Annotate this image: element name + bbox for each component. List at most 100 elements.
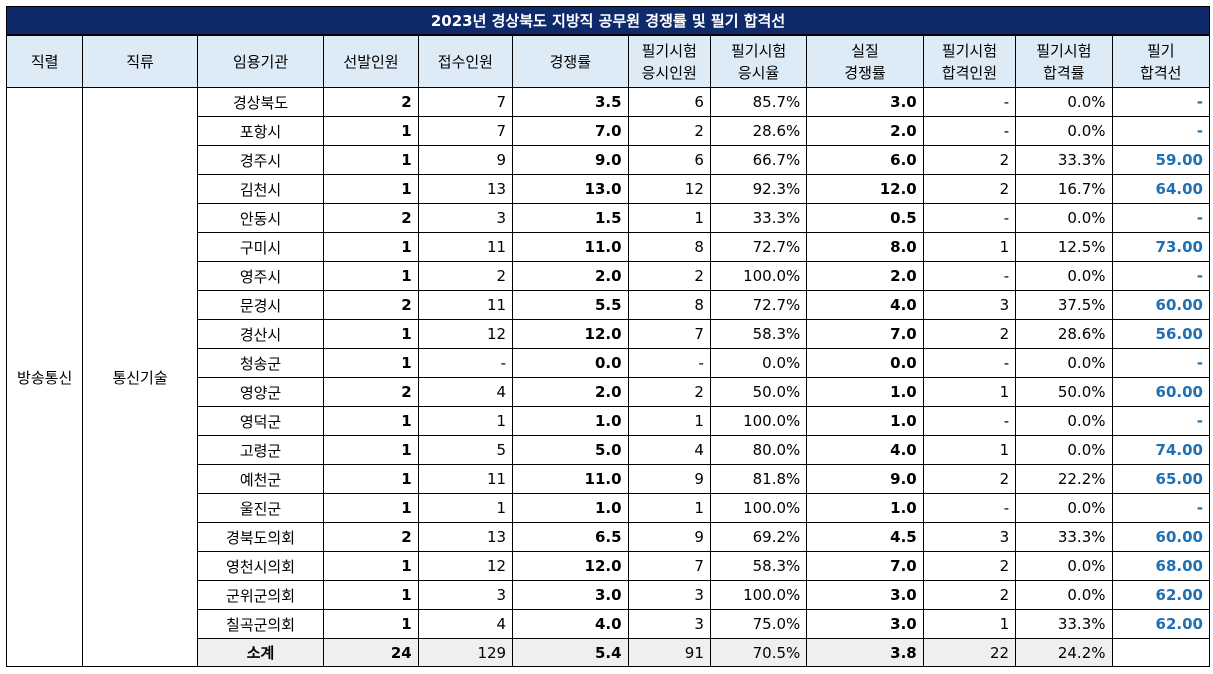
pass-rate-cell: 0.0% [1015, 406, 1113, 436]
applied-cell: 7 [417, 87, 514, 117]
exam-rate-cell: 100.0% [709, 580, 808, 610]
examinees-cell: - [627, 348, 711, 378]
real-ratio-cell: 9.0 [806, 464, 924, 494]
passed-cell: 2 [922, 464, 1017, 494]
pass-rate-cell: 0.0% [1015, 203, 1113, 233]
table-row: 방송통신 통신기술 경상북도 2 7 3.5 6 85.7% 3.0-0.0% - [5, 87, 1210, 667]
examinees-cell: 1 [627, 203, 711, 233]
agency-cell: 경산시 [196, 319, 325, 349]
cutoff-cell: 60.00 [1111, 290, 1210, 320]
examinees-cell: 2 [627, 116, 711, 146]
selected-cell: 1 [323, 174, 419, 204]
selected-cell: 2 [323, 203, 419, 233]
column-header-line: 필기시험 [641, 41, 697, 60]
selected-cell: 1 [323, 551, 419, 581]
passed-cell: - [922, 348, 1017, 378]
cutoff-cell: 62.00 [1111, 609, 1210, 639]
cutoff-cell: 62.00 [1111, 580, 1210, 610]
exam-rate-cell: 69.2% [709, 522, 808, 552]
table-row: 청송군 1-0.0-0.0% 0.0-0.0% - [7, 348, 1210, 378]
cutoff-cell: 60.00 [1111, 377, 1210, 407]
subtotal-pass-rate-cell: 24.2% [1015, 638, 1113, 667]
agency-cell: 김천시 [196, 174, 325, 204]
cutoff-cell: 64.00 [1111, 174, 1210, 204]
exam-rate-cell: 100.0% [709, 493, 808, 523]
real-ratio-cell: 0.0 [806, 348, 924, 378]
column-header-line: 합격선 [1140, 63, 1182, 82]
column-header-line: 필기 [1146, 41, 1175, 60]
applied-cell: 12 [417, 551, 514, 581]
table-body: 방송통신 통신기술 경상북도 2 7 3.5 6 85.7% 3.0-0.0% - 포항시 1 7 7.0… [5, 87, 1210, 667]
results-table: 직렬 직류 임용기관 선발인원 접수인원 경쟁률 필기시험 응시인원 필기시험 응시율 실질 경쟁률 필… [5, 35, 1210, 667]
pass-rate-cell: 33.3% [1015, 145, 1113, 175]
pass-rate-cell: 12.5% [1015, 232, 1113, 262]
column-header: 임용기관 [196, 35, 325, 88]
examinees-cell: 4 [627, 435, 711, 465]
column-header: 직렬 [5, 35, 84, 88]
column-header-line: 응시인원 [641, 63, 697, 82]
passed-cell: 2 [922, 174, 1017, 204]
pass-rate-cell: 0.0% [1015, 580, 1113, 610]
selected-cell: 1 [323, 406, 419, 436]
ratio-cell: 12.0 [512, 551, 629, 581]
table-row: 구미시 1 11 11.0 8 72.7% 8.0 1 12.5% 73.00 [7, 232, 1210, 262]
table-row: 경산시 1 12 12.0 7 58.3% 7.0 2 28.6% 56.00 [7, 319, 1210, 349]
selected-cell: 2 [323, 290, 419, 320]
agency-cell: 군위군의회 [196, 580, 325, 610]
subtotal-examinees-cell: 91 [627, 638, 711, 667]
exam-rate-cell: 72.7% [709, 232, 808, 262]
applied-cell: 7 [417, 116, 514, 146]
column-header-line: 경쟁률 [549, 52, 592, 71]
examinees-cell: 9 [627, 464, 711, 494]
cutoff-cell: 60.00 [1111, 522, 1210, 552]
applied-cell: 11 [417, 232, 514, 262]
table-row: 칠곡군의회 1 4 4.0 3 75.0% 3.0 1 33.3% 62.00 [7, 609, 1210, 639]
exam-rate-cell: 80.0% [709, 435, 808, 465]
column-header: 직류 [82, 35, 198, 88]
applied-cell: 11 [417, 290, 514, 320]
column-header: 접수인원 [417, 35, 514, 88]
passed-cell: - [922, 493, 1017, 523]
examinees-cell: 1 [627, 493, 711, 523]
selected-cell: 1 [323, 609, 419, 639]
ratio-cell: 0.0 [512, 348, 629, 378]
subtotal-applied-cell: 129 [417, 638, 514, 667]
exam-rate-cell: 72.7% [709, 290, 808, 320]
column-header: 필기시험 합격률 [1015, 35, 1113, 88]
ratio-cell: 12.0 [512, 319, 629, 349]
ratio-cell: 2.0 [512, 377, 629, 407]
pass-rate-cell: 0.0% [1015, 493, 1113, 523]
column-header: 실질 경쟁률 [806, 35, 924, 88]
applied-cell: 5 [417, 435, 514, 465]
exam-rate-cell: 81.8% [709, 464, 808, 494]
cutoff-cell: 59.00 [1111, 145, 1210, 175]
examinees-cell: 7 [627, 551, 711, 581]
table-row: 안동시 2 3 1.5 1 33.3% 0.5-0.0% - [7, 203, 1210, 233]
exam-rate-cell: 100.0% [709, 261, 808, 291]
subtotal-passed-cell: 22 [922, 638, 1017, 667]
real-ratio-cell: 7.0 [806, 319, 924, 349]
agency-cell: 고령군 [196, 435, 325, 465]
passed-cell: 1 [922, 609, 1017, 639]
examinees-cell: 8 [627, 232, 711, 262]
agency-cell: 영주시 [196, 261, 325, 291]
passed-cell: 3 [922, 290, 1017, 320]
ratio-cell: 1.0 [512, 406, 629, 436]
subtotal-row: 소계 24 129 5.4 91 70.5% 3.8 22 24.2% [7, 638, 1210, 667]
real-ratio-cell: 1.0 [806, 377, 924, 407]
exam-rate-cell: 28.6% [709, 116, 808, 146]
real-ratio-cell: 4.0 [806, 435, 924, 465]
column-header-line: 필기시험 [730, 41, 787, 60]
examinees-cell: 2 [627, 377, 711, 407]
agency-cell: 경상북도 [196, 87, 325, 117]
agency-cell: 경주시 [196, 145, 325, 175]
real-ratio-cell: 3.0 [806, 87, 924, 117]
agency-cell: 예천군 [196, 464, 325, 494]
subtotal-cutoff-cell [1111, 638, 1210, 667]
exam-rate-cell: 100.0% [709, 406, 808, 436]
ratio-cell: 3.0 [512, 580, 629, 610]
real-ratio-cell: 2.0 [806, 116, 924, 146]
passed-cell: 2 [922, 580, 1017, 610]
pass-rate-cell: 0.0% [1015, 116, 1113, 146]
cutoff-cell: - [1111, 493, 1210, 523]
